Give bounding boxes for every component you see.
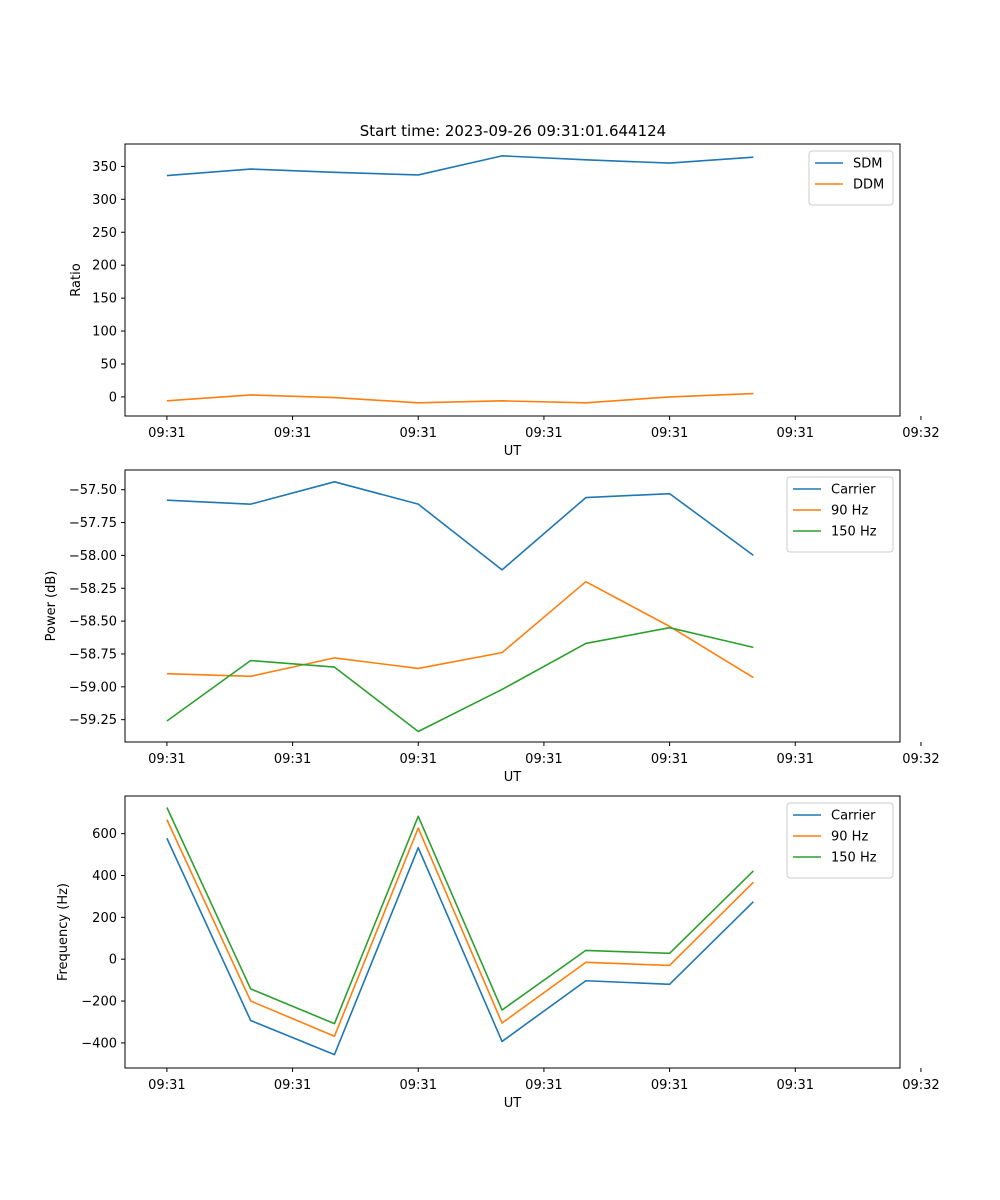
legend-label: Carrier bbox=[831, 809, 876, 824]
legend-box bbox=[808, 150, 894, 206]
subplot-1: 09:31 09:31 09:31 09:31 09:31 09:31 09:32 0 50 10… bbox=[69, 143, 940, 459]
y-tick-label: 0 bbox=[109, 953, 117, 968]
series-line-90-hz bbox=[166, 819, 754, 1037]
x-tick-label: 09:31 bbox=[400, 426, 437, 441]
legend-label: SDM bbox=[853, 157, 882, 172]
y-tick-label: −59.00 bbox=[69, 680, 117, 695]
chart-title: Start time: 2023-09-26 09:31:01.644124 bbox=[360, 122, 666, 140]
y-tick-label: 200 bbox=[92, 911, 117, 926]
y-tick-label: 300 bbox=[92, 193, 117, 208]
y-tick-label: −57.75 bbox=[69, 516, 117, 531]
legend: Carrier 90 Hz 150 Hz bbox=[786, 802, 894, 879]
x-tick-label: 09:31 bbox=[777, 752, 814, 767]
y-tick-label: −200 bbox=[81, 995, 117, 1010]
y-tick-label: 600 bbox=[92, 827, 117, 842]
y-tick-label: 50 bbox=[100, 357, 117, 372]
y-tick-label: 400 bbox=[92, 869, 117, 884]
legend-label: 150 Hz bbox=[831, 851, 877, 866]
y-tick-label: −58.00 bbox=[69, 549, 117, 564]
x-tick-label: 09:31 bbox=[274, 1078, 311, 1093]
series-line-carrier bbox=[166, 837, 754, 1056]
subplots: 09:31 09:31 09:31 09:31 09:31 09:31 09:32 0 50 10… bbox=[44, 143, 940, 1111]
x-tick-label: 09:31 bbox=[651, 752, 688, 767]
legend-label: 150 Hz bbox=[831, 525, 877, 540]
y-tick-label: −57.50 bbox=[69, 483, 117, 498]
x-axis-label: UT bbox=[504, 770, 522, 785]
legend-box bbox=[786, 476, 894, 553]
x-tick-label: 09:31 bbox=[525, 426, 562, 441]
series-line-150-hz bbox=[166, 807, 754, 1025]
legend-label: Carrier bbox=[831, 483, 876, 498]
y-tick-label: −59.25 bbox=[69, 713, 117, 728]
x-axis-label: UT bbox=[504, 1096, 522, 1111]
x-tick-label: 09:31 bbox=[274, 426, 311, 441]
x-tick-label: 09:31 bbox=[651, 1078, 688, 1093]
y-tick-label: 0 bbox=[109, 390, 117, 405]
x-tick-label: 09:32 bbox=[902, 426, 939, 441]
series-line-sdm bbox=[166, 155, 754, 177]
y-axis-label: Frequency (Hz) bbox=[56, 883, 71, 981]
series-line-ddm bbox=[166, 392, 754, 404]
x-tick-label: 09:32 bbox=[902, 752, 939, 767]
y-tick-label: −58.50 bbox=[69, 615, 117, 630]
axes-frame bbox=[124, 795, 901, 1069]
x-tick-label: 09:31 bbox=[525, 752, 562, 767]
y-axis-label: Ratio bbox=[69, 263, 84, 296]
y-tick-label: −400 bbox=[81, 1036, 117, 1051]
x-tick-label: 09:31 bbox=[274, 752, 311, 767]
x-tick-label: 09:31 bbox=[148, 752, 185, 767]
y-tick-label: 200 bbox=[92, 259, 117, 274]
series-line-90-hz bbox=[166, 580, 754, 679]
legend-box bbox=[786, 802, 894, 879]
legend: SDM DDM bbox=[808, 150, 894, 206]
series-line-carrier bbox=[166, 481, 754, 571]
x-tick-label: 09:32 bbox=[902, 1078, 939, 1093]
x-tick-label: 09:31 bbox=[777, 426, 814, 441]
y-tick-label: 250 bbox=[92, 226, 117, 241]
x-axis-label: UT bbox=[504, 444, 522, 459]
x-tick-label: 09:31 bbox=[777, 1078, 814, 1093]
y-tick-label: −58.25 bbox=[69, 582, 117, 597]
y-tick-label: 150 bbox=[92, 292, 117, 307]
x-tick-label: 09:31 bbox=[148, 1078, 185, 1093]
series-line-150-hz bbox=[166, 626, 754, 733]
axes-frame bbox=[124, 469, 901, 743]
x-tick-label: 09:31 bbox=[651, 426, 688, 441]
x-tick-label: 09:31 bbox=[525, 1078, 562, 1093]
y-tick-label: 100 bbox=[92, 325, 117, 340]
x-tick-label: 09:31 bbox=[400, 752, 437, 767]
legend-label: DDM bbox=[853, 178, 884, 193]
subplot-2: 09:31 09:31 09:31 09:31 09:31 09:31 09:32 −59.2… bbox=[44, 469, 940, 785]
y-tick-label: 350 bbox=[92, 160, 117, 175]
axes-frame bbox=[124, 143, 901, 417]
x-tick-label: 09:31 bbox=[400, 1078, 437, 1093]
subplot-3: 09:31 09:31 09:31 09:31 09:31 09:31 09:32 −400 −… bbox=[56, 795, 940, 1111]
legend-label: 90 Hz bbox=[831, 830, 868, 845]
legend: Carrier 90 Hz 150 Hz bbox=[786, 476, 894, 553]
legend-label: 90 Hz bbox=[831, 504, 868, 519]
y-axis-label: Power (dB) bbox=[44, 571, 59, 642]
y-tick-label: −58.75 bbox=[69, 647, 117, 662]
x-tick-label: 09:31 bbox=[148, 426, 185, 441]
